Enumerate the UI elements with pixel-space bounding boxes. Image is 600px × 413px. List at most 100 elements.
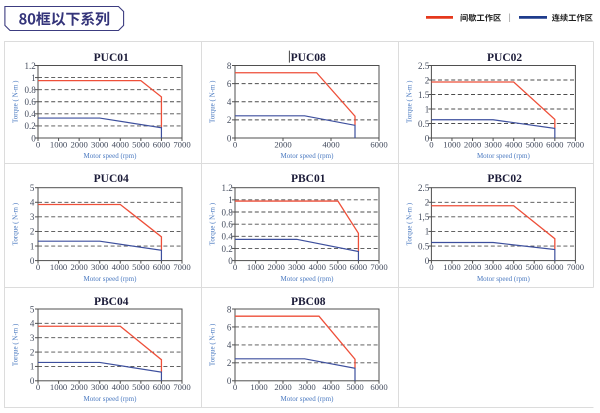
svg-text:Motor speed (rpm): Motor speed (rpm) [477,275,531,283]
svg-text:5000: 5000 [329,262,347,272]
svg-text:0.8: 0.8 [25,85,37,95]
svg-text:Torque ( N-m ): Torque ( N-m ) [209,323,217,366]
svg-text:Torque ( N-m ): Torque ( N-m ) [12,202,20,245]
svg-text:Motor speed (rpm): Motor speed (rpm) [281,152,335,160]
svg-text:1000: 1000 [443,139,461,149]
svg-text:3: 3 [30,333,35,343]
svg-text:PBC04: PBC04 [94,296,129,308]
svg-text:0: 0 [429,139,434,149]
svg-text:0: 0 [36,262,41,272]
svg-text:8: 8 [227,61,232,71]
svg-text:0.8: 0.8 [222,207,234,217]
svg-text:0: 0 [31,133,36,143]
svg-text:7000: 7000 [370,262,388,272]
svg-text:PUC02: PUC02 [487,52,522,64]
svg-text:4000: 4000 [112,139,130,149]
svg-text:Motor speed (rpm): Motor speed (rpm) [84,395,138,403]
svg-text:1000: 1000 [250,382,268,392]
svg-text:1: 1 [30,362,35,372]
svg-text:PUC01: PUC01 [94,52,129,64]
svg-text:1000: 1000 [50,262,68,272]
svg-text:PBC08: PBC08 [291,296,326,308]
svg-text:2: 2 [425,75,430,85]
svg-text:2000: 2000 [267,262,285,272]
svg-text:3000: 3000 [298,382,316,392]
svg-text:2000: 2000 [70,382,88,392]
svg-text:2.5: 2.5 [418,61,430,71]
svg-text:0: 0 [233,382,238,392]
svg-text:Motor speed (rpm): Motor speed (rpm) [281,275,335,283]
svg-text:0.4: 0.4 [222,232,234,242]
svg-text:PUC08: PUC08 [291,52,326,64]
svg-text:1000: 1000 [247,262,265,272]
svg-text:4000: 4000 [309,262,327,272]
svg-text:4000: 4000 [112,382,130,392]
svg-text:2: 2 [227,115,232,125]
svg-text:PUC04: PUC04 [94,173,129,185]
svg-text:5: 5 [30,304,35,314]
svg-text:2000: 2000 [70,262,88,272]
svg-text:6000: 6000 [350,262,368,272]
svg-text:1: 1 [425,227,430,237]
svg-text:2: 2 [30,347,35,357]
svg-text:2000: 2000 [70,139,88,149]
svg-text:2.5: 2.5 [418,183,430,193]
svg-text:0: 0 [233,139,238,149]
svg-text:Torque ( N-m ): Torque ( N-m ) [406,202,414,245]
svg-text:3: 3 [30,212,35,222]
svg-text:5000: 5000 [132,139,150,149]
svg-text:8: 8 [227,304,232,314]
svg-text:1: 1 [30,241,35,251]
svg-text:1.2: 1.2 [25,61,36,71]
svg-text:2: 2 [227,358,232,368]
svg-text:4000: 4000 [112,262,130,272]
svg-text:4: 4 [227,97,232,107]
svg-text:Torque ( N-m ): Torque ( N-m ) [12,80,20,123]
svg-text:Motor speed (rpm): Motor speed (rpm) [84,152,138,160]
svg-text:1: 1 [31,73,36,83]
svg-text:0.6: 0.6 [222,219,234,229]
svg-text:0: 0 [425,133,430,143]
svg-text:0: 0 [30,376,35,386]
svg-text:4000: 4000 [505,139,523,149]
svg-text:0: 0 [425,256,430,266]
svg-text:4000: 4000 [322,139,340,149]
svg-text:PBC01: PBC01 [291,173,326,185]
svg-text:5000: 5000 [346,382,364,392]
svg-text:0.5: 0.5 [418,119,430,129]
svg-text:0: 0 [36,139,41,149]
svg-text:0.4: 0.4 [25,109,37,119]
svg-text:2000: 2000 [274,382,292,392]
svg-text:PBC02: PBC02 [487,173,522,185]
svg-text:2000: 2000 [464,139,482,149]
svg-text:|: | [509,12,511,22]
svg-text:5000: 5000 [132,382,150,392]
svg-text:6: 6 [227,322,232,332]
svg-text:3000: 3000 [91,139,109,149]
svg-text:6000: 6000 [153,139,171,149]
svg-text:Torque ( N-m ): Torque ( N-m ) [209,202,217,245]
svg-text:4000: 4000 [505,262,523,272]
svg-text:0: 0 [227,376,232,386]
svg-text:Motor speed (rpm): Motor speed (rpm) [281,395,335,403]
svg-text:0: 0 [30,256,35,266]
svg-text:6000: 6000 [153,262,171,272]
svg-text:7000: 7000 [173,382,191,392]
svg-text:4: 4 [30,319,35,329]
svg-text:0: 0 [36,382,41,392]
svg-text:1000: 1000 [50,382,68,392]
svg-text:4: 4 [227,340,232,350]
svg-text:0: 0 [233,262,238,272]
svg-text:6000: 6000 [370,139,388,149]
svg-text:6000: 6000 [153,382,171,392]
svg-text:5000: 5000 [526,139,544,149]
svg-text:1: 1 [425,104,430,114]
svg-text:0: 0 [227,133,232,143]
svg-text:Torque ( N-m ): Torque ( N-m ) [209,80,217,123]
svg-text:0.2: 0.2 [222,244,233,254]
svg-text:5000: 5000 [526,262,544,272]
svg-text:1: 1 [228,195,233,205]
svg-text:6: 6 [227,79,232,89]
svg-text:6000: 6000 [546,139,564,149]
svg-text:6000: 6000 [546,262,564,272]
